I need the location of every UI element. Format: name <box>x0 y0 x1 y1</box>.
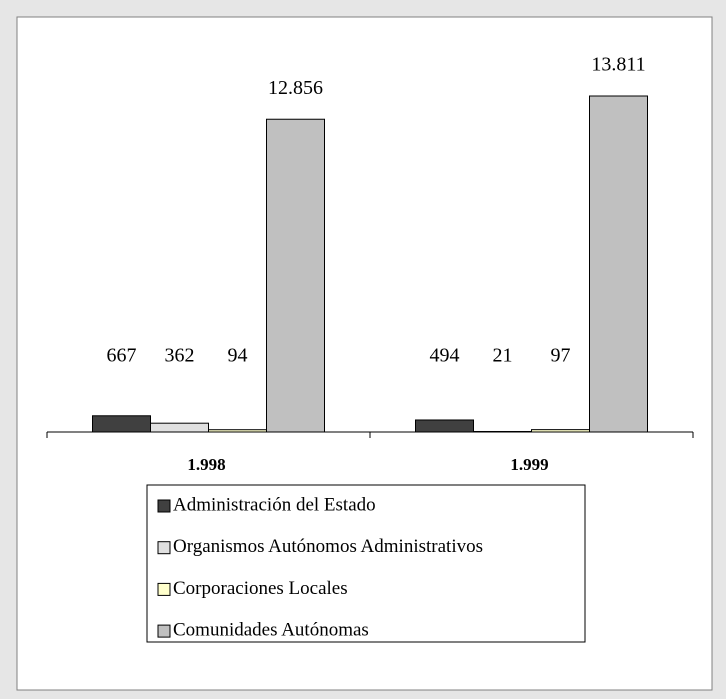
data-label: 667 <box>107 345 137 367</box>
legend-box <box>146 484 586 643</box>
legend-swatch <box>157 582 171 596</box>
bar <box>92 415 151 433</box>
data-label: 13.811 <box>591 54 645 76</box>
bar <box>589 95 648 433</box>
data-label: 12.856 <box>268 77 323 99</box>
legend-label: Administración del Estado <box>173 494 376 515</box>
bar <box>150 422 209 433</box>
data-label: 94 <box>228 345 248 367</box>
legend-swatch <box>157 541 171 555</box>
x-tick-label: 1.998 <box>187 455 225 474</box>
data-label: 21 <box>493 345 513 367</box>
legend-label: Corporaciones Locales <box>173 578 348 599</box>
data-label: 97 <box>551 345 571 367</box>
legend-swatch <box>157 499 171 513</box>
bar <box>415 419 474 433</box>
legend-swatch <box>157 624 171 638</box>
bar <box>473 430 532 433</box>
legend-label: Comunidades Autónomas <box>173 619 369 640</box>
legend-label: Organismos Autónomos Administrativos <box>173 536 483 557</box>
data-label: 494 <box>430 345 460 367</box>
bar <box>208 429 267 433</box>
data-label: 362 <box>165 345 195 367</box>
x-tick-label: 1.999 <box>510 455 548 474</box>
bar <box>531 429 590 433</box>
bar <box>266 118 325 433</box>
